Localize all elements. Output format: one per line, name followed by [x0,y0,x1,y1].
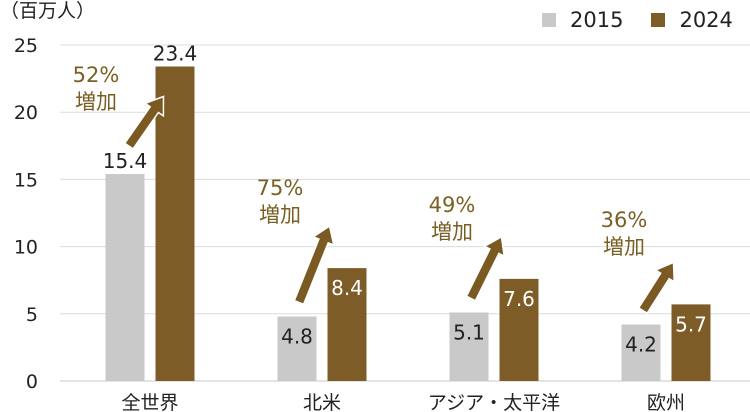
y-tick-label: 10 [14,237,38,259]
legend-label-2015: 2015 [570,8,624,32]
value-labels: 15.4 23.4 4.8 8.4 5.1 7.6 4.2 5.7 [103,42,707,357]
legend: 2015 2024 [542,8,750,32]
x-axis-categories: 全世界 北米 アジア・太平洋 欧州 [121,392,685,412]
y-tick-label: 5 [26,304,38,326]
bar-2015 [621,324,661,381]
data-label-2015: 4.2 [625,333,657,357]
increase-annotations: 52% 増加 75% 増加 49% 増加 36% 増加 [73,63,648,259]
increase-label: 増加 [603,235,645,259]
increase-arrow [293,224,335,306]
bar-2015 [277,316,317,381]
legend-swatch-2015 [542,13,556,27]
x-tick-label: アジア・太平洋 [428,392,560,412]
increase-percent: 75% [257,176,304,200]
bar-2024 [671,304,711,381]
y-tick-label: 0 [26,371,38,393]
y-axis-unit-label: （百万人） [0,0,96,22]
bar-2024 [327,268,367,381]
increase-arrows [123,95,676,315]
legend-swatch-2024 [651,13,666,27]
legend-label-2024: 2024 [679,8,733,32]
y-tick-label: 15 [14,169,38,191]
data-label-2024: 23.4 [153,42,198,66]
x-tick-label: 全世界 [121,392,178,412]
bars [105,66,711,381]
increase-label: 増加 [431,220,473,244]
increase-percent: 49% [429,193,476,217]
data-label-2024: 8.4 [331,276,363,300]
increase-label: 増加 [75,90,117,114]
increase-arrow [123,95,165,150]
y-tick-label: 25 [14,35,38,57]
legend-item-2015: 2015 [542,8,623,32]
bar-2015 [105,174,145,381]
bar-2015 [449,312,489,381]
y-axis-ticks: 0 5 10 15 20 25 [14,35,38,393]
data-label-2024: 7.6 [503,287,535,311]
data-label-2015: 5.1 [453,320,485,344]
increase-percent: 52% [73,63,120,87]
data-label-2015: 4.8 [281,324,313,348]
bar-2024 [155,66,195,381]
increase-label: 増加 [259,203,301,227]
increase-arrow [465,235,506,302]
increase-arrow [637,261,676,315]
legend-item-2024: 2024 [651,8,733,32]
data-label-2015: 15.4 [103,149,148,173]
bar-2024 [499,278,539,381]
data-label-2024: 5.7 [675,312,707,336]
x-tick-label: 欧州 [647,392,685,412]
y-tick-label: 20 [14,102,38,124]
x-tick-label: 北米 [303,392,341,412]
increase-percent: 36% [601,208,648,232]
